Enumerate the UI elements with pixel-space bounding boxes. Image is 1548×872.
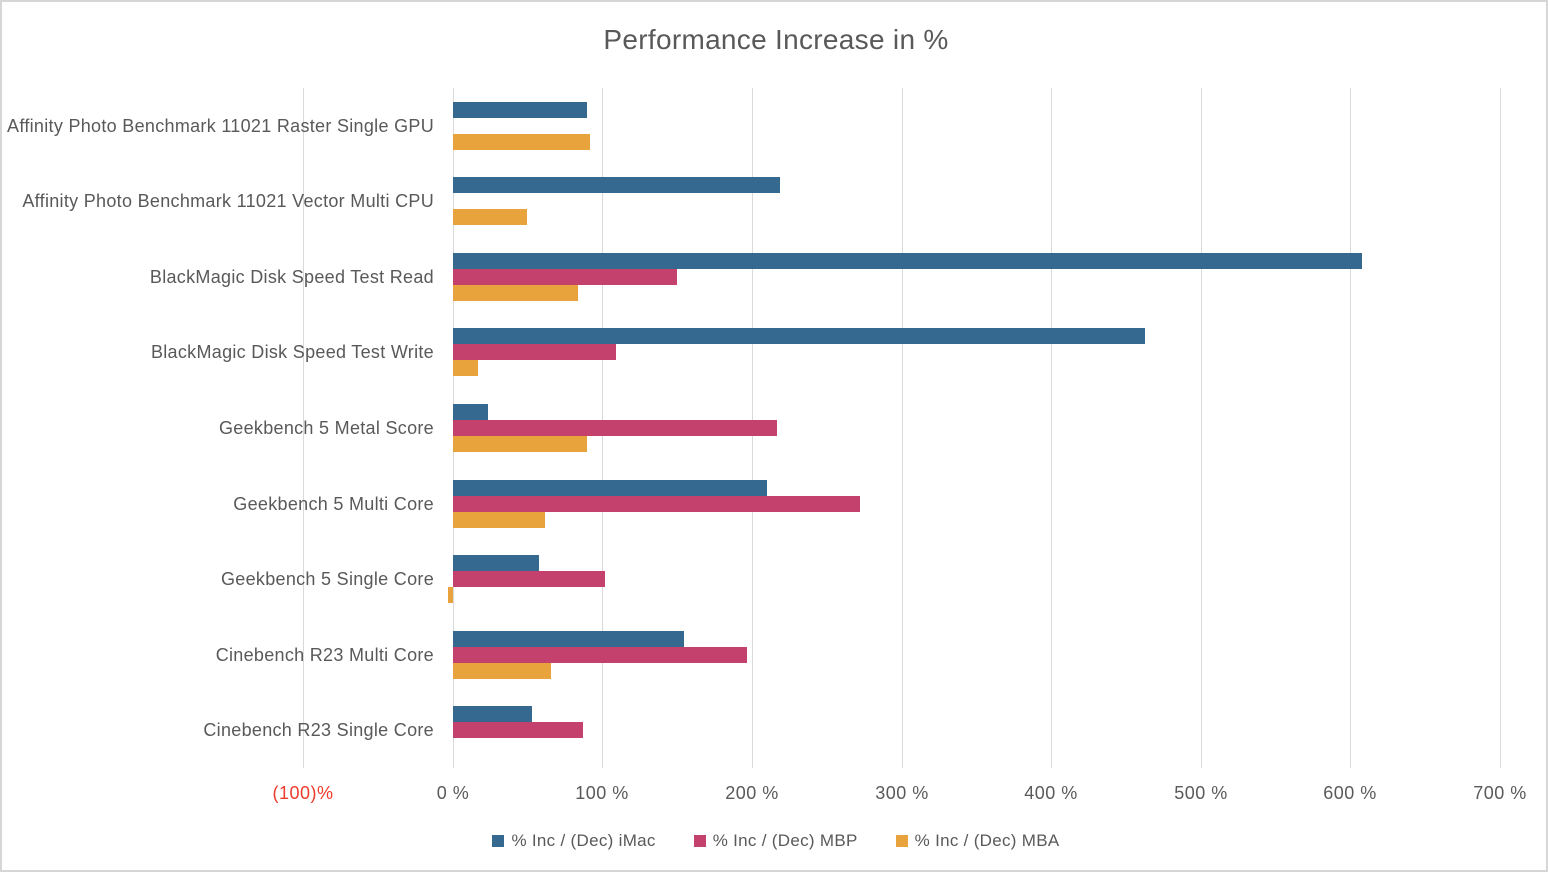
- bar-imac: [452, 328, 1146, 344]
- bar-mba: [452, 436, 588, 452]
- category-label: Affinity Photo Benchmark 11021 Raster Si…: [7, 116, 434, 136]
- x-tick-label: (100)%: [272, 783, 334, 803]
- gridline: [1500, 88, 1501, 768]
- bar-imac: [452, 555, 540, 571]
- bar-imac: [452, 631, 685, 647]
- category-label: BlackMagic Disk Speed Test Write: [150, 342, 434, 362]
- gridline: [1350, 88, 1351, 768]
- bar-imac: [452, 177, 781, 193]
- x-tick-label: 100 %: [575, 783, 629, 803]
- bar-mbp: [452, 344, 616, 360]
- legend-item: % Inc / (Dec) MBP: [693, 831, 858, 851]
- category-label: Cinebench R23 Multi Core: [215, 645, 434, 665]
- bar-mba: [448, 587, 453, 603]
- bar-imac: [452, 404, 489, 420]
- legend-item: % Inc / (Dec) iMac: [492, 831, 655, 851]
- chart-title: Performance Increase in %: [603, 24, 949, 55]
- bar-imac: [452, 253, 1363, 269]
- bar-mbp: [452, 647, 748, 663]
- x-tick-label: 500 %: [1174, 783, 1228, 803]
- bar-imac: [452, 706, 532, 722]
- legend-item: % Inc / (Dec) MBA: [895, 831, 1060, 851]
- legend-swatch: [693, 835, 706, 847]
- gridline: [1051, 88, 1052, 768]
- bar-mba: [452, 360, 478, 376]
- bar-mba: [452, 663, 552, 679]
- x-tick-label: 200 %: [725, 783, 779, 803]
- bar-mbp: [452, 269, 677, 285]
- x-tick-label: 600 %: [1323, 783, 1377, 803]
- bar-mbp: [452, 420, 778, 436]
- legend-swatch: [895, 835, 908, 847]
- legend-label: % Inc / (Dec) iMac: [511, 831, 656, 850]
- bar-mba: [452, 209, 528, 225]
- x-tick-label: 700 %: [1473, 783, 1527, 803]
- legend: % Inc / (Dec) iMac % Inc / (Dec) MBP % Inc…: [2, 831, 1546, 851]
- bar-imac: [452, 480, 767, 496]
- bar-mbp: [452, 571, 606, 587]
- bar-mba: [452, 134, 591, 150]
- category-label: Geekbench 5 Metal Score: [218, 418, 434, 438]
- category-label: Affinity Photo Benchmark 11021 Vector Mu…: [22, 191, 434, 211]
- gridline: [303, 88, 304, 768]
- category-label: Geekbench 5 Multi Core: [233, 494, 434, 514]
- category-label: Geekbench 5 Single Core: [220, 569, 434, 589]
- bar-imac: [452, 102, 588, 118]
- category-label: BlackMagic Disk Speed Test Read: [149, 267, 434, 287]
- category-label: Cinebench R23 Single Core: [203, 720, 434, 740]
- bar-mbp: [452, 496, 860, 512]
- bar-mba: [452, 512, 546, 528]
- bar-mbp: [452, 722, 583, 738]
- legend-label: % Inc / (Dec) MBP: [712, 831, 858, 850]
- legend-swatch: [492, 835, 505, 847]
- bar-mba: [452, 285, 579, 301]
- x-tick-label: 400 %: [1024, 783, 1078, 803]
- gridline: [1201, 88, 1202, 768]
- x-tick-label: 0 %: [436, 783, 470, 803]
- legend-label: % Inc / (Dec) MBA: [914, 831, 1060, 850]
- x-tick-label: 300 %: [875, 783, 929, 803]
- gridline: [902, 88, 903, 768]
